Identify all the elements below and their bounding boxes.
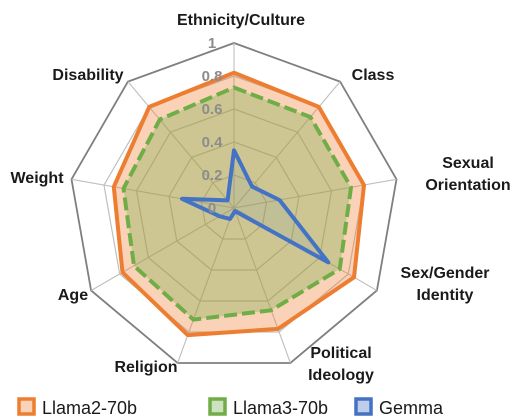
- series-llama3-70b: [121, 85, 353, 322]
- axis-label: Weight: [10, 170, 64, 187]
- axis-label-line: Religion: [114, 359, 177, 376]
- spoke: [127, 81, 235, 209]
- axis-label: Sex/Gender Identity: [401, 265, 490, 304]
- axis-label-line: Ethnicity/Culture: [177, 12, 305, 29]
- axis-label-line: Ideology: [308, 367, 374, 384]
- tick-label: 0.8: [202, 68, 223, 85]
- axis-label: Political Ideology: [308, 345, 374, 384]
- legend-label: Llama2-70b: [42, 398, 137, 418]
- grid-ring: [168, 141, 300, 271]
- legend-swatch: [208, 397, 227, 416]
- spoke: [90, 207, 235, 291]
- spoke: [177, 207, 235, 364]
- spoke: [71, 178, 235, 209]
- axis-label-line: Sex/Gender: [401, 265, 490, 282]
- axis-label: Religion: [114, 359, 177, 376]
- axis-label-line: Age: [58, 287, 88, 304]
- grid-ring: [70, 42, 398, 364]
- axis-label: Disability: [52, 67, 123, 84]
- tick-label: 0: [208, 200, 216, 217]
- tick-label: 0.6: [202, 101, 223, 118]
- grid-ring: [135, 108, 333, 302]
- legend-label: Llama3-70b: [233, 398, 328, 418]
- axis-label: Sexual Orientation: [425, 155, 510, 194]
- legend: Llama2-70b Llama3-70b Gemma: [17, 397, 444, 418]
- axis-label-line: Disability: [52, 67, 123, 84]
- legend-swatch: [354, 397, 373, 416]
- axis-label-line: Class: [352, 67, 395, 84]
- tick-label: 1: [208, 35, 216, 52]
- tick-label: 0.4: [202, 134, 224, 151]
- radar-grid: [70, 42, 398, 364]
- spoke: [233, 207, 291, 364]
- series-llama2-70b: [111, 70, 366, 338]
- tick-labels: 0 0.2 0.4 0.6 0.8 1: [202, 35, 224, 217]
- axis-label-line: Identity: [417, 287, 474, 304]
- legend-label: Gemma: [379, 398, 444, 418]
- tick-label: 0.2: [202, 167, 223, 184]
- spoke: [233, 178, 397, 209]
- series-gemma: [180, 148, 331, 265]
- axis-label: Ethnicity/Culture: [177, 12, 305, 29]
- axis-label-line: Political: [310, 345, 371, 362]
- axis-label-line: Weight: [10, 170, 64, 187]
- axis-label: Age: [58, 287, 88, 304]
- axis-label-line: Orientation: [425, 177, 510, 194]
- series-layer: [111, 70, 366, 338]
- axis-label: Class: [352, 67, 395, 84]
- legend-swatch: [17, 397, 36, 416]
- axis-label-line: Sexual: [442, 155, 494, 172]
